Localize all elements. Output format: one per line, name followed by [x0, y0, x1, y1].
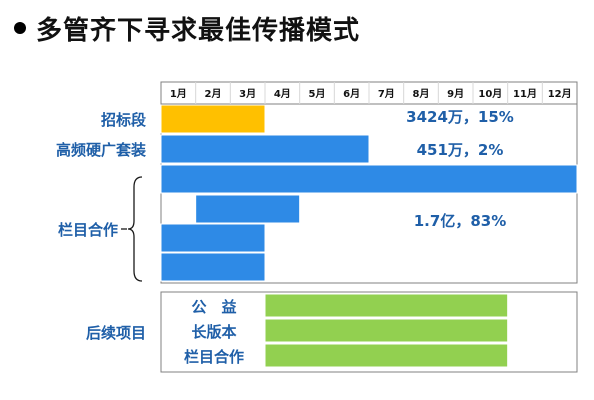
month-label: 8月 — [413, 88, 430, 100]
gantt-bar — [160, 134, 370, 164]
group-annotation: 451万，2% — [417, 141, 504, 159]
group-annotation: 1.7亿，83% — [414, 212, 506, 230]
month-label: 1月 — [170, 88, 187, 100]
month-label: 7月 — [378, 88, 395, 100]
month-label: 6月 — [343, 88, 360, 100]
followup-bar — [264, 318, 509, 343]
month-label: 10月 — [478, 88, 502, 100]
bullet-icon — [14, 22, 26, 34]
followup-item-label: 栏目合作 — [184, 348, 244, 366]
title-row: 多管齐下寻求最佳传播模式 — [14, 8, 360, 48]
group-annotation: 3424万，15% — [406, 108, 514, 126]
month-label: 9月 — [447, 88, 464, 100]
gantt-bar — [195, 194, 301, 224]
gantt-bar — [160, 164, 578, 194]
month-label: 5月 — [309, 88, 326, 100]
gantt-bar — [160, 252, 266, 282]
month-label: 12月 — [548, 88, 572, 100]
month-label: 4月 — [274, 88, 291, 100]
gantt-bar — [160, 104, 266, 134]
month-label: 2月 — [205, 88, 222, 100]
followup-item-label: 长版本 — [191, 323, 236, 341]
group-label: 高频硬广套装 — [56, 141, 147, 159]
gantt-bar — [160, 223, 266, 253]
followup-item-label: 公 益 — [191, 298, 236, 316]
followup-bar — [264, 343, 509, 368]
followup-bar — [264, 293, 509, 318]
group-brace — [127, 176, 143, 282]
page-title: 多管齐下寻求最佳传播模式 — [36, 15, 361, 46]
month-label: 11月 — [513, 88, 537, 100]
followup-label: 后续项目 — [86, 324, 146, 342]
group-label: 栏目合作 — [58, 221, 118, 239]
month-label: 3月 — [239, 88, 256, 100]
group-label: 招标段 — [101, 111, 146, 129]
